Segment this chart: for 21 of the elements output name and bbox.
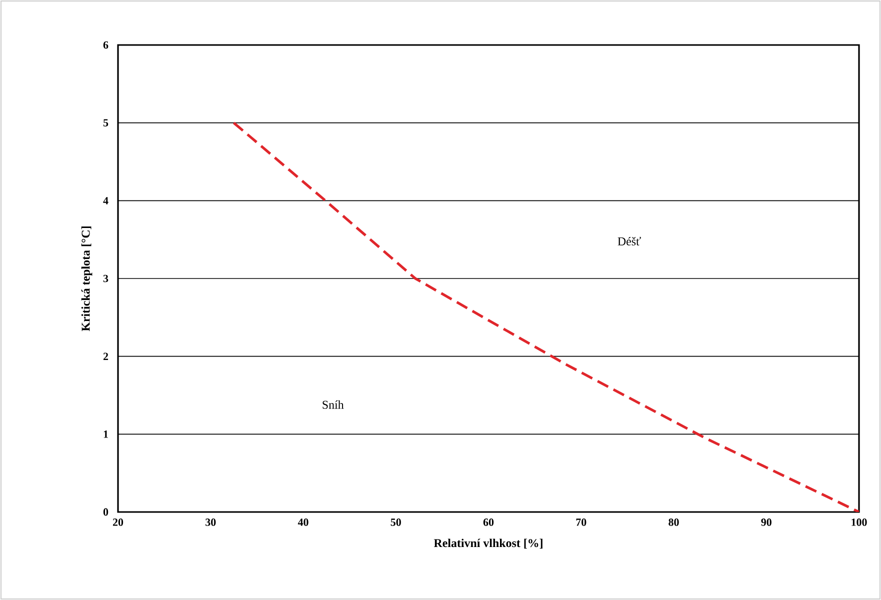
y-tick-label: 5 (103, 119, 108, 126)
x-axis-title: Relativní vlhkost [%] (434, 538, 542, 549)
y-axis-title: Kritická teplota [°C] (81, 226, 92, 332)
x-tick-label: 100 (852, 518, 867, 526)
y-tick-label: 2 (103, 352, 108, 360)
y-tick-label: 3 (103, 274, 108, 282)
line-series (232, 122, 860, 512)
y-tick-label: 1 (104, 430, 108, 438)
x-tick-label: 90 (761, 518, 772, 526)
x-tick-label: 40 (298, 518, 308, 526)
x-tick-label: 30 (206, 518, 216, 526)
x-tick-label: 60 (483, 518, 494, 526)
y-tick-label: 4 (103, 197, 108, 204)
x-tick-label: 80 (668, 518, 679, 526)
annotation: Sníh (322, 400, 344, 409)
x-tick-label: 20 (112, 518, 124, 526)
y-tick-label: 0 (103, 508, 108, 516)
x-tick-label: 70 (576, 518, 586, 526)
x-tick-label: 50 (390, 518, 401, 526)
annotation: Déšť (618, 236, 641, 246)
y-tick-label: 6 (103, 41, 108, 49)
